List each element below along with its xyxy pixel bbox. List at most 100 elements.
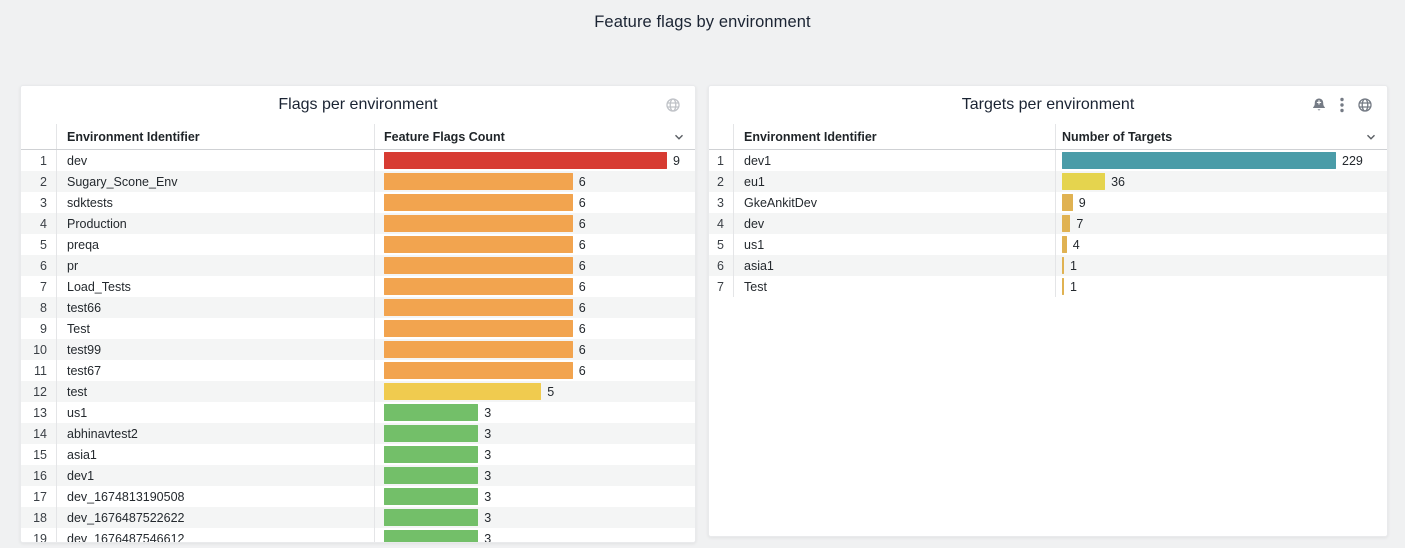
globe-icon[interactable] [1357,97,1373,113]
row-rank: 4 [40,216,47,231]
environment-identifier-cell: test67 [56,360,374,381]
row-rank: 8 [40,300,47,315]
table-row: 11 test67 6 [21,360,695,381]
bar-gauge [384,194,573,211]
bar-value: 6 [578,321,586,336]
row-rank: 15 [33,447,47,462]
table-row: 17 dev_1674813190508 3 [21,486,695,507]
column-header-number-of-targets[interactable]: Number of Targets [1055,124,1387,149]
bar-value: 7 [1076,216,1084,231]
table-row: 5 preqa 6 [21,234,695,255]
table-header-row: Environment Identifier Feature Flags Cou… [21,124,695,150]
bar-gauge-cell: 6 [374,360,695,381]
bar-value: 3 [484,489,492,504]
environment-identifier-cell: sdktests [56,192,374,213]
column-header-environment-identifier[interactable]: Environment Identifier [733,124,1055,149]
bar-gauge-cell: 6 [374,276,695,297]
environment-identifier-cell: dev_1674813190508 [56,486,374,507]
bar-value: 3 [484,426,492,441]
bar-gauge-cell: 6 [374,297,695,318]
table-row: 5 us1 4 [709,234,1387,255]
bar-gauge-cell: 3 [374,486,695,507]
column-header-environment-identifier[interactable]: Environment Identifier [56,124,374,149]
row-rank: 1 [40,153,47,168]
row-rank: 5 [717,237,724,252]
row-rank: 1 [717,153,724,168]
row-rank: 7 [40,279,47,294]
row-rank: 12 [33,384,47,399]
chevron-down-icon[interactable] [1364,130,1378,144]
bar-gauge-cell: 3 [374,507,695,528]
bar-gauge [1062,257,1064,274]
bar-gauge [1062,152,1336,169]
table-row: 10 test99 6 [21,339,695,360]
bar-gauge-cell: 7 [1055,213,1387,234]
panel-header: Targets per environment [709,86,1387,124]
table-row: 3 sdktests 6 [21,192,695,213]
table-row: 18 dev_1676487522622 3 [21,507,695,528]
row-rank: 13 [33,405,47,420]
column-header-feature-flags-count[interactable]: Feature Flags Count [374,124,695,149]
bar-value: 3 [484,468,492,483]
bar-value: 229 [1342,153,1363,168]
bar-value: 9 [1078,195,1086,210]
environment-identifier-cell: dev_1676487522622 [56,507,374,528]
bar-gauge [1062,236,1067,253]
bar-gauge [384,257,573,274]
bar-gauge-cell: 229 [1055,150,1387,171]
panel-title: Flags per environment [278,96,438,113]
bar-gauge [384,530,479,542]
bar-gauge [384,320,573,337]
table-row: 4 Production 6 [21,213,695,234]
bar-value: 36 [1111,174,1125,189]
row-rank: 10 [33,342,47,357]
bar-gauge [384,509,479,526]
table-row: 2 Sugary_Scone_Env 6 [21,171,695,192]
bar-gauge-cell: 3 [374,528,695,543]
bar-value: 3 [484,405,492,420]
environment-identifier-cell: eu1 [733,171,1055,192]
bar-value: 6 [578,237,586,252]
bar-gauge [384,425,479,442]
bar-gauge [384,278,573,295]
row-rank: 17 [33,489,47,504]
bar-gauge-cell: 3 [374,402,695,423]
bar-gauge-cell: 9 [1055,192,1387,213]
environment-identifier-cell: asia1 [56,444,374,465]
column-header-label: Feature Flags Count [384,129,505,144]
environment-identifier-cell: Test [56,318,374,339]
table-row: 14 abhinavtest2 3 [21,423,695,444]
panel-targets-per-environment: Targets per environment [708,85,1388,537]
bar-value: 5 [547,384,555,399]
bar-gauge [1062,194,1073,211]
table-row: 8 test66 6 [21,297,695,318]
bell-plus-icon[interactable] [1311,97,1327,113]
kebab-menu-icon[interactable] [1340,97,1344,113]
bar-gauge [1062,278,1064,295]
row-rank: 6 [717,258,724,273]
table-row: 13 us1 3 [21,402,695,423]
table-row: 1 dev 9 [21,150,695,171]
bar-gauge-cell: 3 [374,444,695,465]
bar-value: 6 [578,279,586,294]
bar-gauge-cell: 6 [374,171,695,192]
bar-gauge-cell: 1 [1055,276,1387,297]
bar-value: 1 [1070,279,1077,294]
bar-gauge [384,446,479,463]
bar-gauge-cell: 6 [374,255,695,276]
row-rank: 4 [717,216,724,231]
row-rank: 7 [717,279,724,294]
panel-title: Targets per environment [961,96,1135,113]
environment-identifier-cell: us1 [733,234,1055,255]
panel-flags-per-environment: Flags per environment Environment Identi… [20,85,696,543]
table-row: 3 GkeAnkitDev 9 [709,192,1387,213]
environment-identifier-cell: test [56,381,374,402]
bar-gauge [1062,173,1106,190]
row-rank: 14 [33,426,47,441]
environment-identifier-cell: asia1 [733,255,1055,276]
bar-value: 3 [484,531,492,543]
bar-value: 6 [578,300,586,315]
globe-icon[interactable] [665,97,681,113]
chevron-down-icon[interactable] [672,130,686,144]
table-row: 7 Load_Tests 6 [21,276,695,297]
